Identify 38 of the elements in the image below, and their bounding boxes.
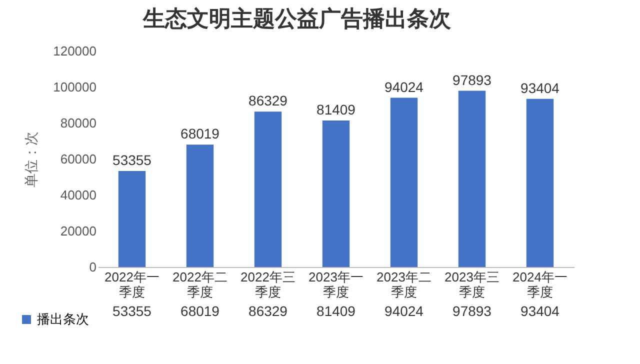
data-label: 68019 (180, 303, 220, 319)
y-tick-label: 100000 (53, 80, 96, 94)
bar (186, 144, 214, 267)
y-tick-label: 80000 (60, 116, 96, 130)
y-tick-label: 0 (89, 260, 96, 274)
y-tick-label: 20000 (60, 224, 96, 238)
y-tick-label: 60000 (60, 152, 96, 166)
data-label: 86329 (248, 303, 288, 319)
data-label: 97893 (452, 303, 492, 319)
annotation: 86329 (248, 92, 288, 109)
annotation: 81409 (316, 101, 356, 118)
annotation: 93404 (520, 80, 560, 96)
x-tick-label: 2024年一季度 (512, 270, 568, 300)
x-tick-label: 2022年二季度 (172, 270, 228, 300)
data-label: 53355 (112, 303, 152, 319)
x-tick-label: 2022年三季度 (240, 270, 296, 300)
data-label: 93404 (520, 303, 560, 319)
y-axis-title: 单位：次 (23, 132, 40, 188)
y-tick-label: 120000 (53, 44, 96, 58)
annotation: 94024 (384, 78, 424, 95)
annotation: 53355 (112, 152, 152, 168)
bar (118, 170, 146, 267)
data-label: 94024 (384, 303, 424, 319)
data-label: 81409 (316, 303, 356, 319)
x-tick-label: 2023年一季度 (308, 270, 364, 300)
x-tick-label: 2023年二季度 (376, 270, 432, 300)
y-tick-label: 40000 (60, 188, 96, 202)
annotation: 97893 (452, 72, 492, 88)
annotation: 68019 (180, 126, 220, 142)
bar (322, 120, 350, 267)
x-tick-label: 2022年一季度 (104, 270, 160, 300)
chart-title: 生态文明主题公益广告播出条次 (142, 6, 452, 31)
legend-label: 播出条次 (37, 312, 89, 326)
bar (390, 98, 418, 267)
bar (458, 90, 486, 267)
x-tick-label: 2023年三季度 (444, 270, 500, 300)
bar (526, 98, 554, 267)
bar (254, 112, 282, 267)
